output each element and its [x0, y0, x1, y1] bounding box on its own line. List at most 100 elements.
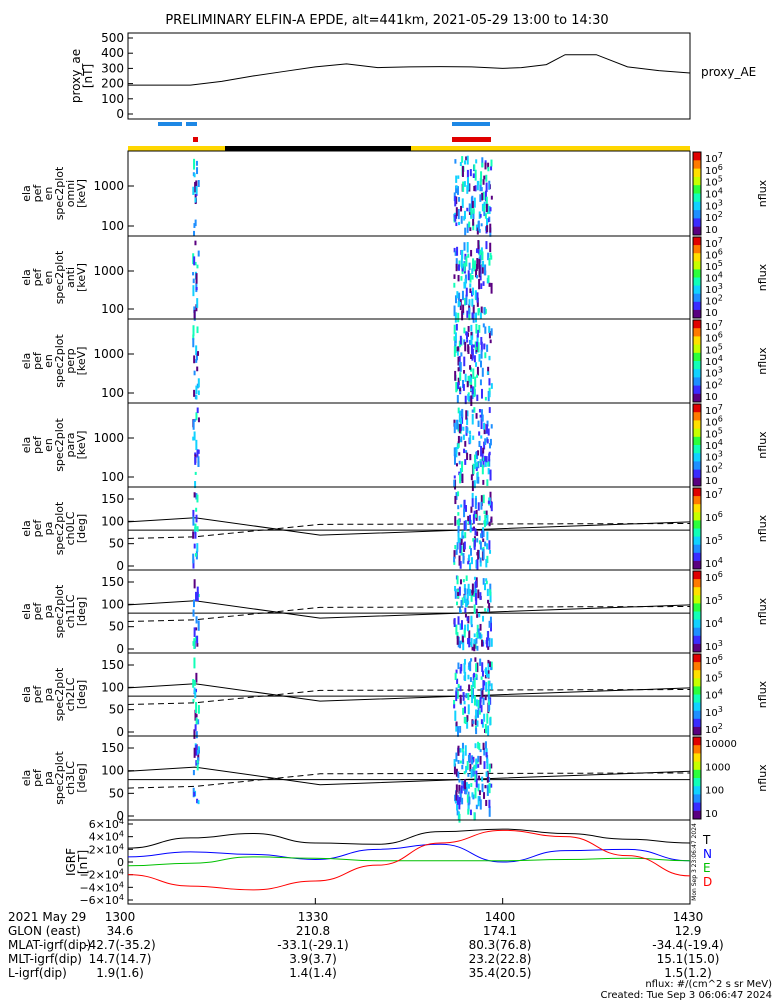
spec-panel-ylabel: spec2plot [53, 501, 66, 555]
colorbar-segment [693, 237, 701, 246]
xaxis-row-value: -34.4(-19.4) [652, 938, 723, 952]
spectrogram-streak [454, 332, 457, 341]
spectrogram-streak [463, 706, 466, 714]
spectrogram-streak [463, 356, 466, 367]
spectrogram-streak [472, 222, 475, 231]
spectrogram-streak [467, 326, 470, 332]
spectrogram-streak [192, 285, 195, 297]
spectrogram-streak [482, 479, 485, 485]
colorbar-segment [693, 160, 701, 170]
igrf-ytick-label: 6×104 [89, 817, 124, 831]
spectrogram-streak [474, 185, 477, 192]
spectrogram-streak [484, 695, 487, 701]
spectrogram-streak [194, 452, 197, 456]
spectrogram-streak [457, 367, 460, 372]
spectrogram-streak [467, 393, 470, 400]
spectrogram-streak [459, 418, 462, 429]
spectrogram-streak [454, 339, 457, 344]
spectrogram-streak [455, 721, 458, 727]
spectrogram-streak [473, 633, 476, 638]
colorbar-segment [693, 611, 701, 621]
spectrogram-streak [470, 615, 473, 624]
xaxis-row-label: MLAT-igrf(dip) [8, 938, 91, 952]
spectrogram-streak [471, 386, 474, 395]
spectrogram-streak [457, 382, 460, 390]
spectrogram-streak [481, 263, 484, 274]
spectrogram-streak [465, 450, 468, 454]
colorbar-frame [692, 236, 702, 319]
spectrogram-streak [465, 575, 468, 581]
spectrogram-streak [480, 187, 483, 192]
spectrogram-streak [455, 687, 458, 692]
spectrogram-streak [479, 557, 482, 563]
spectrogram-streak [486, 531, 489, 541]
spectrogram-streak [458, 586, 461, 596]
spectrogram-streak [471, 792, 474, 798]
spectrogram-streak [462, 707, 465, 715]
spectrogram-streak [485, 226, 488, 231]
colorbar-segment [693, 810, 701, 820]
spectrogram-streak [468, 203, 471, 213]
spectrogram-streak [195, 591, 198, 602]
spectrogram-streak [192, 325, 195, 336]
spectrogram-streak [487, 366, 490, 376]
science-zone-bar [186, 122, 197, 126]
spectrogram-streak [468, 796, 471, 805]
spectrogram-streak [469, 548, 472, 556]
spectrogram-streak [459, 694, 462, 704]
spectrogram-streak [456, 632, 459, 639]
colorbar-segment [693, 445, 701, 454]
spectrogram-streak [489, 591, 492, 603]
spectrogram-streak [487, 646, 490, 650]
spectrogram-streak [196, 383, 199, 389]
spectrogram-streak [480, 349, 483, 359]
spectrogram-streak [472, 209, 475, 220]
spectrogram-streak [457, 726, 460, 737]
spectrogram-streak [453, 282, 456, 288]
anti-loss-cone-line [127, 772, 691, 789]
spectrogram-streak [194, 724, 197, 731]
colorbar-segment [693, 285, 701, 295]
spectrogram-streak [485, 182, 488, 193]
spec-panel-ytick-label: 100 [101, 470, 124, 484]
spec-panel-ytick-label: 1000 [93, 264, 124, 278]
spectrogram-streak [453, 479, 456, 488]
spectrogram-streak [462, 692, 465, 696]
spectrogram-streak [488, 782, 491, 794]
spec-panel-ylabel: pef [31, 685, 44, 704]
spectrogram-streak [195, 412, 198, 421]
xaxis-row-value: 1430 [673, 910, 704, 924]
colorbar-frame [692, 487, 702, 570]
spec-panel-ylabel: en [42, 438, 55, 452]
spectrogram-streak [469, 562, 472, 571]
colorbar-tick-label: 106 [705, 653, 723, 667]
spectrogram-streak [460, 215, 463, 224]
spectrogram-streak [473, 639, 476, 645]
spectrogram-streak [195, 160, 198, 166]
spectrogram-streak [461, 742, 464, 750]
spec-panel-ytick-label: 50 [109, 786, 124, 800]
colorbar-segment [693, 643, 701, 653]
spectrogram-streak [475, 466, 478, 471]
spectrogram-streak [484, 308, 487, 314]
spectrogram-streak [459, 387, 462, 392]
spectrogram-streak [195, 514, 198, 523]
spectrogram-streak [488, 620, 491, 628]
spectrogram-streak [461, 797, 464, 805]
spectrogram-streak [197, 351, 200, 356]
spectrogram-streak [193, 223, 196, 228]
spectrogram-streak [463, 327, 466, 334]
spectrogram-streak [482, 460, 485, 468]
spectrogram-streak [474, 580, 477, 588]
spectrogram-streak [454, 295, 457, 304]
spectrogram-streak [462, 434, 465, 440]
spectrogram-streak [468, 630, 471, 639]
colorbar-segment [693, 512, 701, 521]
colorbar-segment [693, 201, 701, 211]
colorbar-tick-label: 10000 [705, 739, 737, 750]
spectrogram-streak [456, 394, 459, 403]
colorbar-segment [693, 678, 701, 687]
spectrogram-streak [192, 559, 195, 569]
spec-panel-ylabel: [deg] [75, 763, 88, 792]
spectrogram-streak [466, 242, 469, 253]
